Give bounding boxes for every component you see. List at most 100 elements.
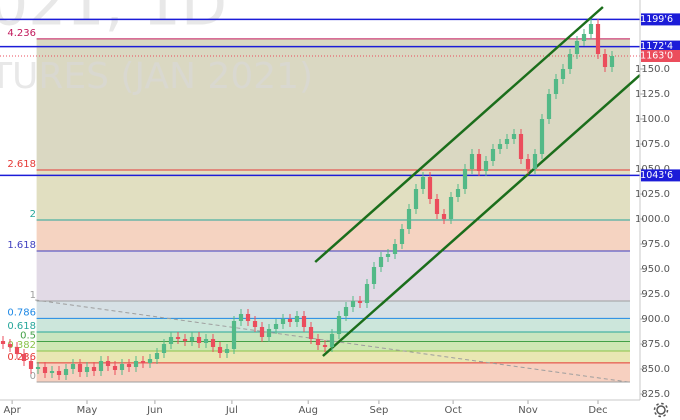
y-tick-label: 875.0: [641, 339, 670, 350]
candle-body: [56, 371, 62, 375]
candle-body: [427, 177, 433, 199]
candle-body: [49, 371, 55, 373]
x-tick-label: Aug: [298, 405, 318, 416]
y-tick-label: 1000.0: [635, 214, 670, 225]
candle-body: [21, 354, 27, 361]
candle-body: [490, 149, 496, 161]
candle-body: [77, 364, 83, 372]
price-label: 1172'4: [640, 41, 673, 52]
candle-body: [224, 349, 230, 353]
candle-body: [273, 324, 279, 329]
candle-body: [574, 41, 580, 54]
candle-body: [147, 359, 153, 363]
candle-body: [0, 341, 6, 344]
candle-body: [455, 189, 461, 197]
candle-body: [336, 316, 342, 334]
y-tick-label: 1075.0: [635, 139, 670, 150]
candle-body: [441, 214, 447, 219]
candle-body: [560, 69, 566, 79]
fib-band: [36, 169, 630, 220]
candle-body: [497, 144, 503, 149]
price-label-box: [641, 50, 680, 62]
candle-body: [364, 284, 370, 303]
y-tick-label: 1125.0: [635, 89, 670, 100]
candle-body: [189, 337, 195, 341]
candle-body: [63, 369, 69, 375]
price-label-box: [641, 13, 680, 26]
candle-body: [518, 134, 524, 159]
candle-body: [609, 56, 615, 67]
candle-body: [287, 319, 293, 322]
candle-body: [476, 154, 482, 171]
candle-body: [119, 364, 125, 370]
candle-body: [210, 339, 216, 347]
x-tick-label: May: [77, 405, 98, 416]
candle-body: [161, 344, 167, 353]
candle-body: [182, 339, 188, 341]
candle-body: [602, 54, 608, 67]
x-tick-label: Oct: [444, 405, 461, 416]
fib-label: 2.618: [7, 159, 36, 170]
candle-body: [259, 327, 265, 337]
price-label-box: [641, 169, 680, 182]
y-tick-label: 850.0: [641, 364, 670, 375]
watermark: TURES (JAN 2021): [0, 56, 313, 97]
candle-body: [105, 361, 111, 366]
candle-body: [42, 367, 48, 373]
y-tick-label: 925.0: [641, 289, 670, 300]
fib-label: 0.618: [7, 321, 36, 332]
candle-body: [70, 364, 76, 369]
candle-body: [420, 177, 426, 189]
fib-band: [36, 351, 630, 363]
candle-body: [504, 139, 510, 144]
settings-icon[interactable]: [653, 402, 669, 418]
price-label: 1043'6: [640, 170, 673, 181]
fib-label: 0.382: [7, 340, 36, 351]
fib-label: 0.5: [20, 331, 36, 342]
y-tick-label: 825.0: [641, 389, 670, 400]
x-tick-label: Apr: [3, 405, 21, 416]
fib-band: [36, 38, 630, 170]
candle-body: [112, 366, 118, 370]
fib-label: 2: [30, 209, 36, 220]
x-tick-label: Nov: [518, 405, 538, 416]
fib-band: [36, 318, 630, 332]
candle-body: [91, 367, 97, 371]
candle-body: [413, 189, 419, 209]
candle-body: [406, 209, 412, 229]
candle-body: [511, 134, 517, 139]
candle-body: [308, 327, 314, 339]
candle-body: [175, 337, 181, 339]
x-tick-label: Jun: [146, 405, 163, 416]
candle-body: [322, 345, 328, 347]
fib-label: 0.236: [7, 352, 36, 363]
candle-body: [357, 301, 363, 303]
candle-body: [7, 344, 13, 347]
y-tick-label: 1150.0: [635, 64, 670, 75]
candle-body: [532, 154, 538, 169]
candle-body: [553, 79, 559, 94]
candle-body: [371, 267, 377, 284]
candle-body: [448, 197, 454, 219]
candle-body: [581, 34, 587, 41]
candle-body: [280, 319, 286, 324]
candle-body: [301, 316, 307, 327]
candle-body: [539, 119, 545, 154]
y-tick-label: 1100.0: [635, 114, 670, 125]
fib-label: 4.236: [7, 28, 36, 39]
candle-body: [133, 361, 139, 367]
y-tick-label: 975.0: [641, 239, 670, 250]
candle-body: [140, 361, 146, 363]
candle-body: [35, 367, 41, 369]
price-label: 1163'0: [640, 51, 673, 62]
candle-body: [203, 339, 209, 343]
trendline: [322, 74, 641, 357]
fib-label: 0: [30, 371, 36, 382]
candle-body: [588, 24, 594, 34]
trendline: [314, 6, 604, 263]
candle-body: [266, 329, 272, 337]
candle-body: [469, 154, 475, 169]
candle-body: [525, 159, 531, 169]
candle-body: [217, 347, 223, 353]
fib-band: [36, 250, 630, 301]
